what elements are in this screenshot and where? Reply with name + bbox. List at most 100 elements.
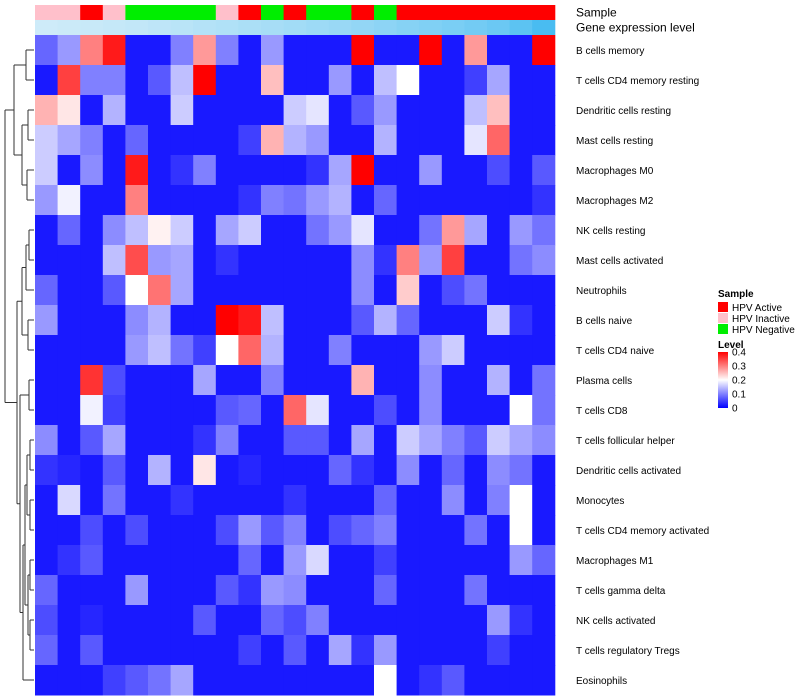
- heatmap-cell: [441, 425, 465, 456]
- heatmap-cell: [35, 245, 59, 276]
- heatmap-cell: [419, 485, 443, 516]
- heatmap-cell: [306, 125, 330, 156]
- heatmap-cell: [532, 515, 556, 546]
- heatmap-cell: [306, 305, 330, 336]
- heatmap-cell: [374, 425, 398, 456]
- heatmap-cell: [215, 635, 239, 666]
- heatmap-cell: [35, 395, 59, 426]
- level-color-bar: [718, 352, 728, 408]
- heatmap-cell: [487, 245, 511, 276]
- heatmap-cell: [509, 455, 533, 486]
- heatmap-cell: [351, 215, 375, 246]
- heatmap-cell: [125, 215, 149, 246]
- heatmap-cell: [170, 545, 194, 576]
- heatmap-cell: [487, 35, 511, 66]
- heatmap-cell: [57, 125, 81, 156]
- row-label: Eosinophils: [576, 676, 627, 687]
- heatmap-cell: [396, 455, 420, 486]
- gene-level-annotation-cell: [419, 20, 443, 35]
- heatmap-cell: [532, 485, 556, 516]
- heatmap-cell: [57, 365, 81, 396]
- heatmap-cell: [80, 275, 104, 306]
- heatmap-cell: [148, 425, 172, 456]
- heatmap-cell: [261, 575, 285, 606]
- heatmap-cell: [374, 215, 398, 246]
- heatmap-cell: [238, 335, 262, 366]
- heatmap-cell: [464, 515, 488, 546]
- heatmap-cell: [419, 65, 443, 96]
- row-label: T cells CD4 memory activated: [576, 526, 709, 537]
- heatmap-cell: [487, 215, 511, 246]
- sample-annotation-cell: [374, 5, 398, 20]
- heatmap-cell: [374, 575, 398, 606]
- sample-annotation-cell: [419, 5, 443, 20]
- heatmap-cell: [441, 65, 465, 96]
- heatmap-cell: [57, 455, 81, 486]
- heatmap-cell: [306, 365, 330, 396]
- heatmap-cell: [261, 155, 285, 186]
- heatmap-cell: [374, 35, 398, 66]
- heatmap-cell: [351, 305, 375, 336]
- heatmap-cell: [374, 155, 398, 186]
- heatmap-cell: [35, 335, 59, 366]
- heatmap-cell: [35, 185, 59, 216]
- heatmap-cell: [125, 275, 149, 306]
- heatmap-cell: [35, 605, 59, 636]
- heatmap-cell: [306, 455, 330, 486]
- heatmap-cell: [261, 665, 285, 696]
- heatmap-cell: [102, 335, 126, 366]
- heatmap-cell: [532, 635, 556, 666]
- row-label: Dendritic cells resting: [576, 106, 671, 117]
- heatmap-cell: [125, 305, 149, 336]
- heatmap-cell: [193, 125, 217, 156]
- heatmap-cell: [464, 425, 488, 456]
- heatmap-cell: [328, 575, 352, 606]
- heatmap-cell: [351, 95, 375, 126]
- heatmap-cell: [441, 275, 465, 306]
- heatmap-cell: [283, 335, 307, 366]
- heatmap-cell: [396, 35, 420, 66]
- heatmap-cell: [374, 635, 398, 666]
- gene-level-annotation-cell: [238, 20, 262, 35]
- heatmap-cell: [215, 605, 239, 636]
- heatmap-cell: [102, 245, 126, 276]
- heatmap-cell: [80, 215, 104, 246]
- heatmap-cell: [487, 665, 511, 696]
- heatmap-cell: [306, 95, 330, 126]
- heatmap-cell: [35, 365, 59, 396]
- heatmap-cell: [351, 605, 375, 636]
- heatmap-cell: [215, 515, 239, 546]
- heatmap-cell: [351, 65, 375, 96]
- heatmap-cell: [80, 335, 104, 366]
- heatmap-cell: [328, 395, 352, 426]
- heatmap-cell: [261, 425, 285, 456]
- heatmap-cell: [215, 425, 239, 456]
- heatmap-cell: [306, 185, 330, 216]
- heatmap-cell: [102, 65, 126, 96]
- heatmap-cell: [509, 125, 533, 156]
- heatmap-cell: [306, 155, 330, 186]
- gene-level-annotation-cell: [464, 20, 488, 35]
- heatmap-cell: [148, 305, 172, 336]
- heatmap-cell: [125, 485, 149, 516]
- heatmap-cell: [351, 665, 375, 696]
- heatmap-cell: [441, 215, 465, 246]
- heatmap-cell: [57, 335, 81, 366]
- heatmap-cell: [102, 215, 126, 246]
- heatmap-cell: [441, 95, 465, 126]
- heatmap-cell: [215, 335, 239, 366]
- heatmap-cell: [464, 65, 488, 96]
- heatmap-cell: [283, 65, 307, 96]
- heatmap-cell: [215, 305, 239, 336]
- heatmap-cell: [261, 305, 285, 336]
- heatmap-cell: [419, 395, 443, 426]
- heatmap-cell: [238, 665, 262, 696]
- heatmap-cell: [215, 455, 239, 486]
- heatmap-cell: [532, 335, 556, 366]
- heatmap-cell: [306, 65, 330, 96]
- heatmap-cell: [80, 545, 104, 576]
- heatmap-cell: [396, 545, 420, 576]
- heatmap-cell: [419, 245, 443, 276]
- heatmap-cell: [509, 515, 533, 546]
- sample-annotation-cell: [464, 5, 488, 20]
